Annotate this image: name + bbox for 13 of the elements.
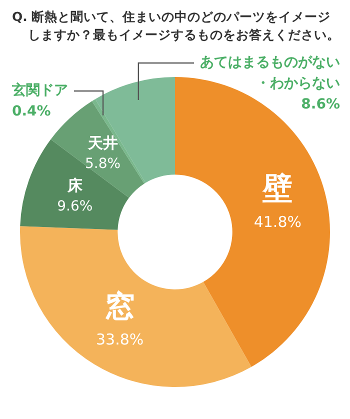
data-label: 0.4% [12,104,51,120]
slice-label: 床 [66,176,84,195]
data-label: 9.6% [57,198,93,214]
data-label: 41.8% [254,212,302,231]
data-label: 33.8% [96,330,144,349]
slice-label: 天井 [86,134,118,152]
data-label: 8.6% [301,96,340,113]
slice-label: 窓 [104,290,135,324]
chart-title: Q. 断熱と聞いて、住まいの中のどのパーツをイメージしますか？最もイメージするものをお答えください。 [12,8,341,44]
slice-label: あてはまるものがない・わからない [200,54,340,92]
slice-label: 壁 [262,172,293,207]
slice-label: 玄関ドア [11,82,68,99]
data-label: 5.8% [85,156,121,172]
